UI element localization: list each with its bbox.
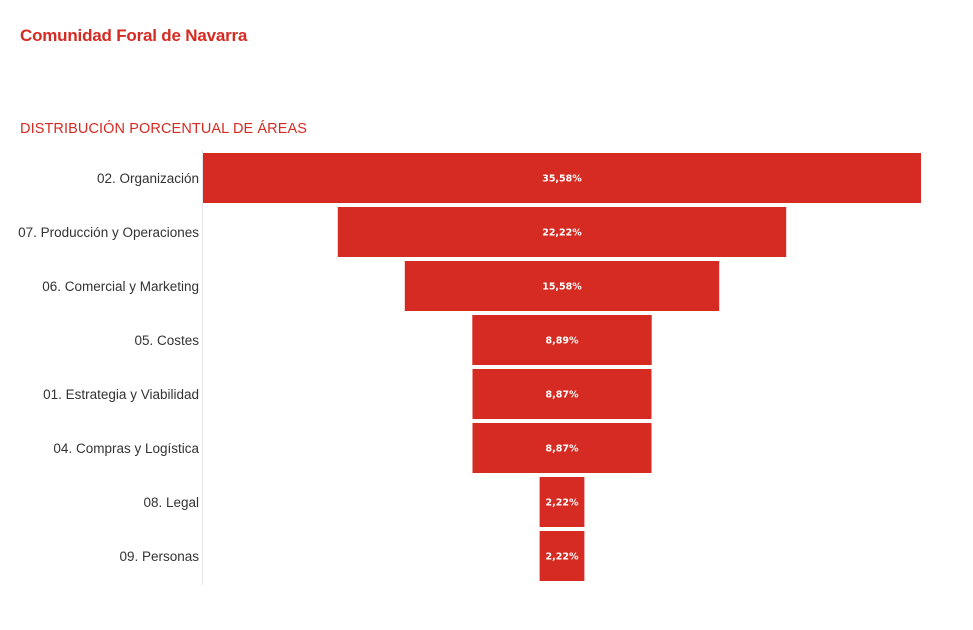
value-label: 15,58% [542,282,582,293]
category-label: 04. Compras y Logística [53,441,199,456]
value-labels: 35,58% 22,22% 15,58% 8,89% 8,87% 8,87% 2,22% 2,… [542,174,582,563]
category-label: 02. Organización [97,171,199,186]
funnel-bars [203,153,921,581]
category-label: 05. Costes [134,333,199,348]
category-label: 08. Legal [143,495,199,510]
value-label: 22,22% [542,228,582,239]
funnel-bar [472,369,652,419]
value-label: 2,22% [546,498,579,509]
category-label: 06. Comercial y Marketing [42,279,199,294]
category-label: 01. Estrategia y Viabilidad [43,387,199,402]
value-label: 8,87% [546,390,579,401]
funnel-bar [539,531,585,581]
category-labels: 02. Organización 07. Producción y Operaci… [18,171,199,564]
funnel-bar [472,423,652,473]
value-label: 8,89% [546,336,579,347]
funnel-bar [404,261,720,311]
value-label: 8,87% [546,444,579,455]
funnel-chart: 02. Organización 07. Producción y Operaci… [18,150,921,585]
funnel-bar [472,315,652,365]
value-label: 35,58% [542,174,582,185]
category-label: 07. Producción y Operaciones [18,225,199,240]
funnel-bar [337,207,787,257]
category-label: 09. Personas [119,549,199,564]
funnel-bar [203,153,921,203]
funnel-bar [539,477,585,527]
value-label: 2,22% [546,552,579,563]
page-title: Comunidad Foral de Navarra [20,26,248,45]
chart-title: DISTRIBUCIÓN PORCENTUAL DE ÁREAS [20,121,308,137]
